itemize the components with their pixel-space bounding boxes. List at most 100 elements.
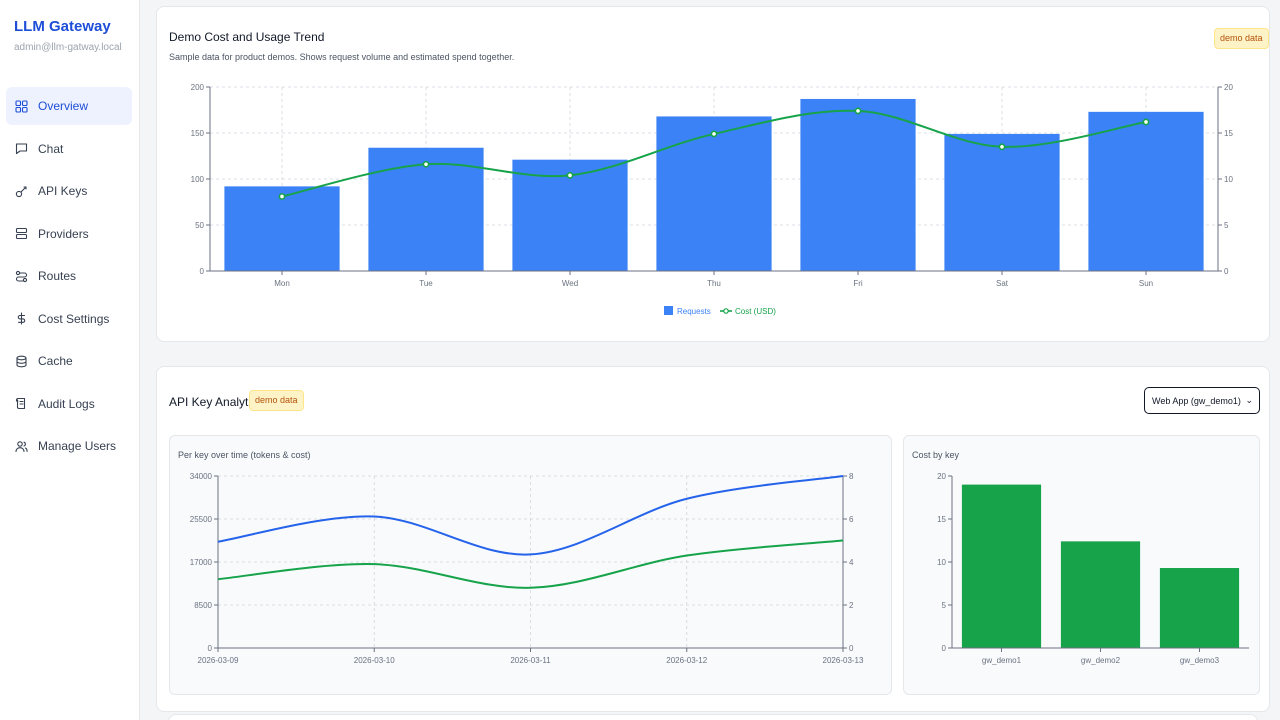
y-right-tick-label: 4 xyxy=(849,558,854,567)
x-tick-label: Mon xyxy=(274,279,290,288)
y-right-tick-label: 8 xyxy=(849,472,854,481)
line-cost xyxy=(217,539,844,589)
analytics-title: API Key Analytics xyxy=(169,395,264,409)
x-tick-label: Sun xyxy=(1139,279,1153,288)
bar-requests xyxy=(944,133,1060,271)
bar-requests xyxy=(656,116,772,271)
y-tick-label: 5 xyxy=(942,601,947,610)
sidebar-item-cost-settings[interactable]: Cost Settings xyxy=(6,300,132,338)
sidebar-item-label: Cost Settings xyxy=(38,311,110,326)
bar-requests xyxy=(1088,111,1204,271)
x-tick-label: Tue xyxy=(419,279,433,288)
x-tick-label: 2026-03-13 xyxy=(823,656,864,665)
y-tick-label: 10 xyxy=(937,558,946,567)
demo-data-badge: demo data xyxy=(1214,28,1269,49)
x-tick-label: Thu xyxy=(707,279,721,288)
x-tick-label: gw_demo1 xyxy=(982,656,1022,665)
point-cost xyxy=(566,171,574,179)
y-tick-label: 15 xyxy=(937,515,946,524)
bar-cost-by-key xyxy=(1159,568,1240,648)
bar-requests xyxy=(224,186,340,271)
cost-by-key-title: Cost by key xyxy=(912,450,960,460)
sidebar-item-label: API Keys xyxy=(38,184,88,198)
route-icon xyxy=(14,269,28,283)
sidebar-item-audit-logs[interactable]: Audit Logs xyxy=(6,385,132,423)
x-tick-label: 2026-03-12 xyxy=(666,656,707,665)
sidebar-item-label: Providers xyxy=(38,226,89,241)
x-tick-label: 2026-03-10 xyxy=(354,656,395,665)
cost-by-key-panel: Cost by key 0 5 10 15 20 gw_demo1 gw_demo2 gw_d… xyxy=(903,435,1260,695)
y-right-tick-label: 2 xyxy=(849,601,854,610)
y-tick-label: 0 xyxy=(942,644,947,653)
y-right-tick-label: 5 xyxy=(1224,221,1229,230)
y-left-tick-label: 50 xyxy=(195,221,204,230)
dollar-icon xyxy=(14,312,28,326)
bar-requests xyxy=(368,147,484,271)
sidebar-item-overview[interactable]: Overview xyxy=(6,87,132,125)
analytics-card: API Key Analytics demo data Web App (gw_… xyxy=(156,366,1270,712)
y-tick-label: 20 xyxy=(937,472,946,481)
y-left-tick-label: 8500 xyxy=(194,601,212,610)
y-left-tick-label: 0 xyxy=(200,267,205,276)
x-tick-label: 2026-03-09 xyxy=(198,656,239,665)
sidebar-item-label: Audit Logs xyxy=(38,396,95,411)
x-tick-label: Wed xyxy=(562,279,578,288)
trend-subtitle: Sample data for product demos. Shows req… xyxy=(169,52,515,62)
key-icon xyxy=(14,184,28,198)
sidebar-item-routes[interactable]: Routes xyxy=(6,257,132,295)
server-icon xyxy=(14,227,28,241)
point-cost xyxy=(1142,118,1150,126)
api-key-select[interactable]: Web App (gw_demo1) ⌄ xyxy=(1144,387,1260,414)
sidebar-item-providers[interactable]: Providers xyxy=(6,215,132,253)
trend-title: Demo Cost and Usage Trend xyxy=(169,30,325,44)
sidebar-item-api-keys[interactable]: API Keys xyxy=(6,172,132,210)
y-right-tick-label: 0 xyxy=(1224,267,1229,276)
database-icon xyxy=(14,354,28,368)
sidebar-item-manage-users[interactable]: Manage Users xyxy=(6,427,132,465)
bar-requests xyxy=(800,98,916,272)
x-tick-label: gw_demo3 xyxy=(1180,656,1220,665)
y-left-tick-label: 25500 xyxy=(190,515,213,524)
bar-cost-by-key xyxy=(961,484,1042,648)
next-card xyxy=(168,714,1258,720)
chat-icon xyxy=(14,142,28,156)
bar-cost-by-key xyxy=(1060,541,1141,648)
y-right-tick-label: 10 xyxy=(1224,175,1233,184)
y-right-tick-label: 20 xyxy=(1224,83,1233,92)
point-cost xyxy=(710,130,718,138)
sidebar-item-chat[interactable]: Chat xyxy=(6,130,132,168)
legend-label-cost: Cost (USD) xyxy=(735,307,776,316)
sidebar-item-label: Chat xyxy=(38,141,64,156)
y-right-tick-label: 15 xyxy=(1224,129,1233,138)
brand-title[interactable]: LLM Gateway xyxy=(14,18,111,35)
y-left-tick-label: 0 xyxy=(208,644,213,653)
per-key-time-chart: 0 8500 17000 25500 34000 0 2 4 6 8 2026-03-09 2026-… xyxy=(190,472,864,665)
x-tick-label: 2026-03-11 xyxy=(510,656,551,665)
line-tokens xyxy=(217,475,844,556)
sidebar-item-cache[interactable]: Cache xyxy=(6,342,132,380)
y-right-tick-label: 6 xyxy=(849,515,854,524)
api-key-select-value: Web App (gw_demo1) xyxy=(1152,395,1241,406)
cost-by-key-chart: 0 5 10 15 20 gw_demo1 gw_demo2 gw_demo3 xyxy=(937,472,1249,665)
per-key-time-panel: Per key over time (tokens & cost) 0 8500 1… xyxy=(169,435,892,695)
sidebar-item-label: Overview xyxy=(38,99,89,113)
sidebar-item-label: Cache xyxy=(38,354,73,368)
point-cost xyxy=(422,160,430,168)
point-cost xyxy=(278,193,286,200)
sidebar-item-label: Manage Users xyxy=(38,439,117,453)
x-tick-label: gw_demo2 xyxy=(1081,656,1121,665)
y-left-tick-label: 100 xyxy=(191,175,205,184)
grid-icon xyxy=(14,99,28,113)
y-left-tick-label: 200 xyxy=(191,83,205,92)
y-right-tick-label: 0 xyxy=(849,644,854,653)
legend-swatch-cost-point xyxy=(723,308,729,314)
scroll-icon xyxy=(14,397,28,411)
x-tick-label: Fri xyxy=(853,279,863,288)
x-tick-label: Sat xyxy=(996,279,1009,288)
chevron-down-icon: ⌄ xyxy=(1245,395,1253,405)
sidebar: LLM Gateway admin@llm-gatway.local Overv… xyxy=(0,0,140,720)
demo-data-badge: demo data xyxy=(249,390,304,411)
sidebar-nav: Overview Chat API Keys Providers Routes Cost … xyxy=(6,87,132,470)
trend-card: Demo Cost and Usage Trend Sample data fo… xyxy=(156,6,1270,342)
user-email: admin@llm-gatway.local xyxy=(14,42,122,53)
